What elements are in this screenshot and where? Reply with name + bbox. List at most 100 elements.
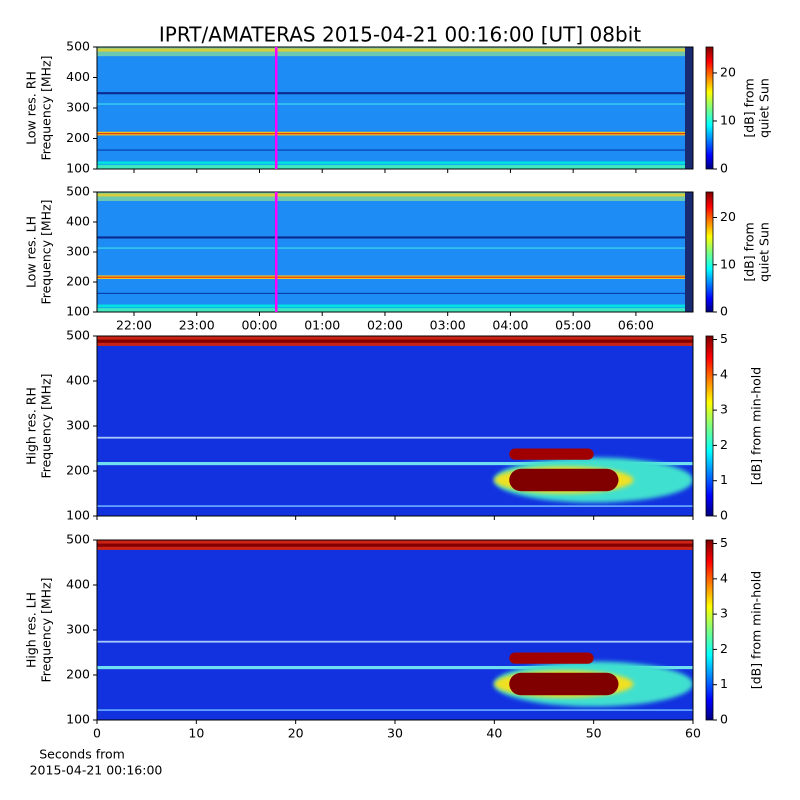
colorbar-label: [dB] from	[742, 222, 757, 281]
spectral-band	[97, 640, 693, 643]
colorbar-tick-label: 4	[720, 366, 728, 381]
spectral-band	[97, 436, 693, 439]
spectral-band	[97, 92, 693, 95]
burst	[509, 468, 619, 492]
x-tick-label: 20	[288, 726, 304, 741]
y-tick-label: 500	[66, 328, 90, 343]
colorbar-tick-label: 5	[720, 535, 728, 550]
y-tick-label: 200	[66, 130, 90, 145]
y-tick-label: 400	[66, 214, 90, 229]
spectral-band	[97, 666, 693, 670]
spectrogram	[97, 540, 693, 720]
spectral-band	[97, 292, 693, 294]
spectrogram	[97, 192, 693, 312]
y-tick-label: 300	[66, 100, 90, 115]
colorbar-tick-label: 3	[720, 606, 728, 621]
x-tick-label: 00:00	[241, 318, 277, 333]
colorbar-tick-label: 5	[720, 331, 728, 346]
x-tick-label: 06:00	[618, 318, 654, 333]
spectral-band	[97, 304, 693, 308]
spectral-band	[97, 103, 693, 105]
y-axis-label: High res. RH	[24, 387, 39, 465]
x-tick-label: 03:00	[430, 318, 466, 333]
x-tick-label: 22:00	[116, 318, 152, 333]
x-tick-label: 30	[387, 726, 403, 741]
edge	[685, 192, 693, 312]
y-axis-label: Frequency [MHz]	[39, 373, 54, 478]
x-tick-label: 04:00	[492, 318, 528, 333]
x-tick-label: 0	[93, 726, 101, 741]
y-tick-label: 500	[66, 532, 90, 547]
y-tick-label: 400	[66, 69, 90, 84]
y-tick-label: 100	[66, 508, 90, 523]
spectral-band	[97, 462, 693, 466]
spectral-band	[97, 165, 693, 169]
colorbar	[705, 539, 714, 721]
y-axis-label: Frequency [MHz]	[39, 577, 54, 682]
spectral-band	[97, 133, 693, 135]
colorbar-tick-label: 20	[720, 209, 736, 224]
y-tick-label: 300	[66, 244, 90, 259]
spectral-band	[97, 47, 693, 169]
spectrogram	[97, 336, 693, 516]
y-tick-label: 300	[66, 622, 90, 637]
y-tick-label: 400	[66, 577, 90, 592]
y-tick-label: 200	[66, 667, 90, 682]
spectral-band	[97, 276, 693, 278]
x-axis-label: 2015-04-21 00:16:00	[30, 763, 163, 778]
y-tick-label: 100	[66, 161, 90, 176]
y-axis-label: Frequency [MHz]	[39, 55, 54, 160]
spectral-band	[97, 236, 693, 239]
colorbar-tick-label: 0	[720, 304, 728, 319]
spectral-band	[97, 193, 693, 197]
y-tick-label: 100	[66, 712, 90, 727]
burst	[509, 448, 594, 460]
colorbar-tick-label: 4	[720, 570, 728, 585]
colorbar-tick-label: 0	[720, 161, 728, 176]
burst	[509, 652, 594, 664]
spectral-band	[97, 161, 693, 165]
colorbar-label: quiet Sun	[757, 78, 772, 138]
y-axis-label: High res. LH	[24, 592, 39, 668]
colorbar-tick-label: 2	[720, 641, 728, 656]
x-tick-label: 02:00	[367, 318, 403, 333]
y-tick-label: 400	[66, 373, 90, 388]
x-tick-label: 50	[586, 726, 602, 741]
edge	[685, 47, 693, 169]
y-axis-label: Frequency [MHz]	[39, 199, 54, 304]
y-axis-label: Low res. LH	[24, 216, 39, 288]
spectral-band	[97, 48, 693, 52]
x-tick-label: 10	[188, 726, 204, 741]
colorbar	[705, 46, 714, 170]
colorbar-tick-label: 2	[720, 437, 728, 452]
y-tick-label: 500	[66, 184, 90, 199]
spectral-band	[97, 149, 693, 151]
y-tick-label: 100	[66, 304, 90, 319]
colorbar-tick-label: 1	[720, 472, 728, 487]
burst	[509, 672, 619, 696]
x-tick-label: 05:00	[555, 318, 591, 333]
spectral-band	[97, 505, 693, 507]
x-tick-label: 01:00	[304, 318, 340, 333]
colorbar	[705, 335, 714, 517]
colorbar-tick-label: 0	[720, 712, 728, 727]
colorbar-label: [dB] from min-hold	[749, 367, 764, 485]
spectrogram	[97, 47, 693, 169]
colorbar-label: [dB] from	[742, 78, 757, 137]
y-axis-label: Low res. RH	[24, 71, 39, 145]
x-tick-label: 60	[685, 726, 701, 741]
colorbar-tick-label: 3	[720, 402, 728, 417]
spectral-band	[97, 247, 693, 249]
colorbar-label: [dB] from min-hold	[749, 571, 764, 689]
colorbar-tick-label: 1	[720, 676, 728, 691]
x-tick-label: 23:00	[179, 318, 215, 333]
y-tick-label: 200	[66, 274, 90, 289]
chart-title: IPRT/AMATERAS 2015-04-21 00:16:00 [UT] 0…	[159, 23, 641, 47]
colorbar-tick-label: 0	[720, 508, 728, 523]
colorbar	[705, 191, 714, 313]
colorbar-tick-label: 10	[720, 112, 736, 127]
colorbar-tick-label: 10	[720, 256, 736, 271]
colorbar-label: quiet Sun	[757, 222, 772, 282]
y-tick-label: 200	[66, 463, 90, 478]
